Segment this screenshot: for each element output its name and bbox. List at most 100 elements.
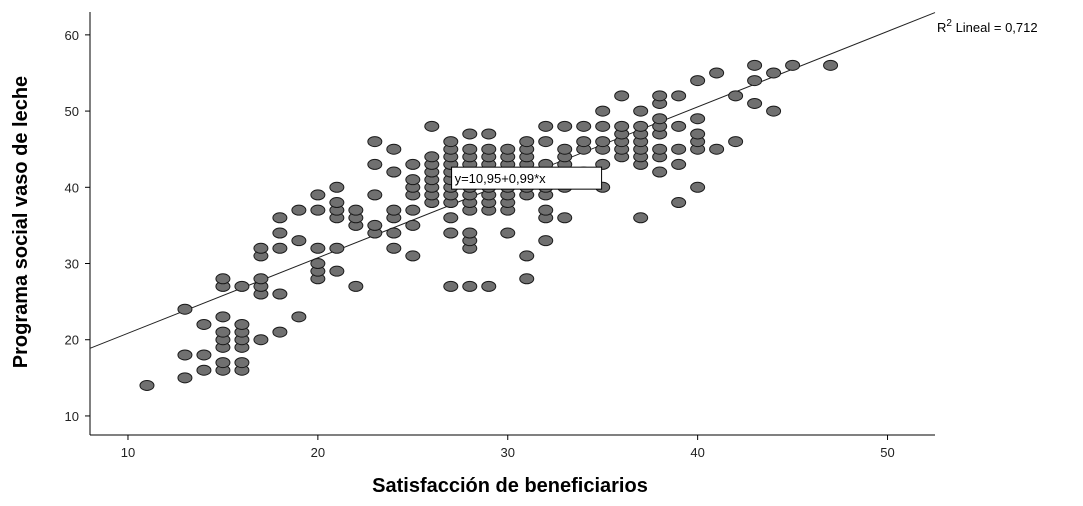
y-tick-label: 40 bbox=[65, 180, 79, 195]
data-point bbox=[500, 227, 516, 239]
data-point bbox=[462, 280, 478, 292]
data-point bbox=[690, 181, 706, 193]
data-point bbox=[272, 212, 288, 224]
x-tick-label: 10 bbox=[121, 445, 135, 460]
data-point bbox=[671, 197, 687, 209]
data-point bbox=[405, 174, 421, 186]
data-point bbox=[291, 235, 307, 247]
tick-labels: 10 20 30 40 50 10 20 30 40 50 60 bbox=[65, 28, 895, 460]
y-tick-label: 10 bbox=[65, 409, 79, 424]
data-point bbox=[272, 227, 288, 239]
data-point bbox=[291, 311, 307, 323]
data-point bbox=[766, 67, 782, 79]
x-tick-label: 40 bbox=[690, 445, 704, 460]
data-point bbox=[614, 90, 630, 102]
y-tick-label: 20 bbox=[65, 333, 79, 348]
data-point bbox=[823, 59, 839, 71]
data-point bbox=[633, 120, 649, 132]
data-point bbox=[538, 204, 554, 216]
x-tick-label: 50 bbox=[880, 445, 894, 460]
data-point bbox=[234, 318, 250, 330]
data-point bbox=[557, 143, 573, 155]
x-tick-label: 30 bbox=[501, 445, 515, 460]
data-point bbox=[481, 128, 497, 140]
data-point bbox=[272, 288, 288, 300]
data-point bbox=[272, 242, 288, 254]
data-point bbox=[405, 219, 421, 231]
data-points bbox=[139, 59, 839, 391]
fit-labels: y=10,95+0,99*x R2 Lineal = 0,712 bbox=[451, 18, 1038, 190]
data-point bbox=[139, 379, 155, 391]
data-point bbox=[671, 90, 687, 102]
data-point bbox=[690, 128, 706, 140]
data-point bbox=[652, 113, 668, 125]
data-point bbox=[652, 143, 668, 155]
data-point bbox=[557, 120, 573, 132]
data-point bbox=[443, 212, 459, 224]
data-point bbox=[633, 212, 649, 224]
data-point bbox=[538, 136, 554, 148]
data-point bbox=[576, 136, 592, 148]
data-point bbox=[386, 143, 402, 155]
data-point bbox=[462, 227, 478, 239]
y-tick-label: 50 bbox=[65, 104, 79, 119]
data-point bbox=[367, 158, 383, 170]
data-point bbox=[234, 357, 250, 369]
data-point bbox=[215, 311, 231, 323]
data-point bbox=[671, 143, 687, 155]
data-point bbox=[405, 158, 421, 170]
data-point bbox=[538, 235, 554, 247]
data-point bbox=[424, 151, 440, 163]
data-point bbox=[481, 280, 497, 292]
data-point bbox=[196, 364, 212, 376]
data-point bbox=[386, 166, 402, 178]
data-point bbox=[196, 318, 212, 330]
data-point bbox=[386, 242, 402, 254]
data-point bbox=[462, 143, 478, 155]
data-point bbox=[272, 326, 288, 338]
data-point bbox=[614, 120, 630, 132]
data-point bbox=[481, 143, 497, 155]
data-point bbox=[310, 242, 326, 254]
x-axis-title: Satisfacción de beneficiarios bbox=[372, 475, 648, 497]
data-point bbox=[538, 120, 554, 132]
data-point bbox=[519, 136, 535, 148]
data-point bbox=[367, 136, 383, 148]
data-point bbox=[348, 280, 364, 292]
data-point bbox=[215, 357, 231, 369]
y-tick-label: 60 bbox=[65, 28, 79, 43]
data-point bbox=[177, 303, 193, 315]
data-point bbox=[652, 90, 668, 102]
data-point bbox=[443, 136, 459, 148]
data-point bbox=[709, 143, 725, 155]
data-point bbox=[348, 204, 364, 216]
r-squared-label: R2 Lineal = 0,712 bbox=[937, 18, 1038, 35]
data-point bbox=[329, 181, 345, 193]
data-point bbox=[405, 250, 421, 262]
data-point bbox=[291, 204, 307, 216]
data-point bbox=[253, 242, 269, 254]
data-point bbox=[234, 280, 250, 292]
data-point bbox=[766, 105, 782, 117]
data-point bbox=[747, 97, 763, 109]
axes bbox=[89, 12, 935, 436]
data-point bbox=[462, 128, 478, 140]
data-point bbox=[671, 120, 687, 132]
x-tick-label: 20 bbox=[311, 445, 325, 460]
data-point bbox=[747, 59, 763, 71]
data-point bbox=[367, 189, 383, 201]
data-point bbox=[557, 212, 573, 224]
equation-label-box bbox=[451, 166, 603, 190]
data-point bbox=[519, 273, 535, 285]
data-point bbox=[785, 59, 801, 71]
data-point bbox=[519, 250, 535, 262]
data-point bbox=[386, 204, 402, 216]
data-point bbox=[215, 273, 231, 285]
data-point bbox=[576, 120, 592, 132]
data-point bbox=[177, 349, 193, 361]
data-point bbox=[690, 113, 706, 125]
y-axis-title: Programa social vaso de leche bbox=[10, 76, 32, 368]
data-point bbox=[500, 143, 516, 155]
data-point bbox=[405, 204, 421, 216]
